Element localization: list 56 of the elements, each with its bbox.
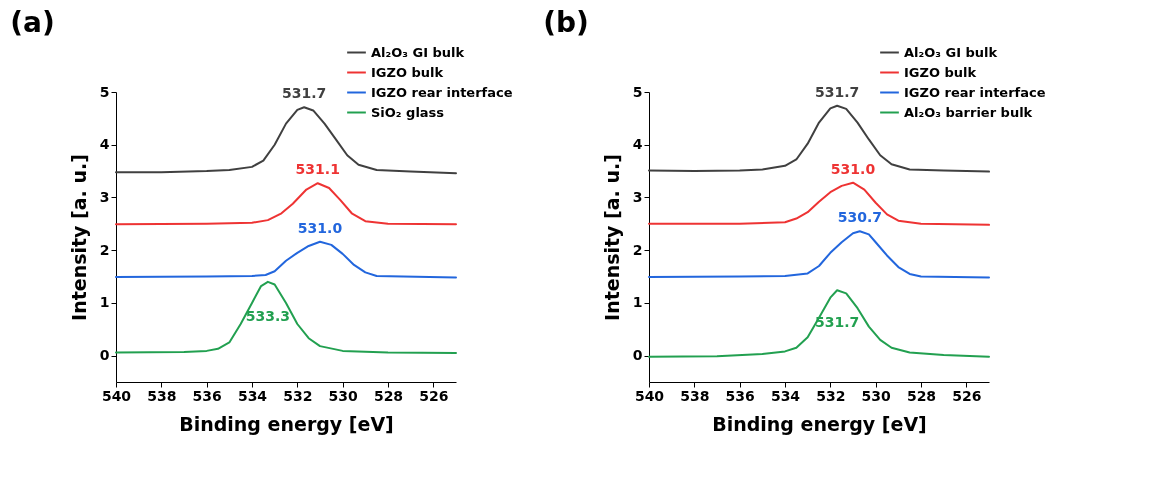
- annotation: 531.0: [297, 219, 343, 236]
- y-tick-label: 4: [632, 136, 643, 153]
- chart-title: (b): [543, 6, 589, 39]
- line-series: [115, 240, 457, 279]
- legend-label: Al₂O₃ GI bulk: [371, 44, 465, 60]
- annotation: 531.1: [295, 161, 340, 178]
- legend-label: IGZO rear interface: [904, 84, 1046, 100]
- x-axis-title: Binding energy [eV]: [179, 412, 394, 435]
- x-tick-label: 536: [192, 387, 222, 404]
- legend-label: IGZO bulk: [904, 64, 977, 80]
- legend-label: IGZO rear interface: [371, 84, 513, 100]
- annotation: 531.7: [281, 85, 327, 102]
- y-tick-label: 5: [99, 83, 110, 100]
- y-tick-label: 5: [632, 83, 643, 100]
- annotation: 530.7: [837, 209, 882, 226]
- x-tick-label: 528: [373, 387, 404, 404]
- annotation: 531.7: [814, 83, 860, 100]
- x-tick-label: 534: [237, 387, 268, 404]
- y-tick-label: 2: [99, 241, 110, 258]
- x-tick-label: 532: [283, 387, 313, 404]
- line-series: [648, 289, 990, 358]
- legend-label: Al₂O₃ GI bulk: [904, 44, 998, 60]
- y-tick-label: 0: [99, 347, 110, 364]
- line-series: [115, 280, 457, 354]
- x-tick-label: 538: [147, 387, 177, 404]
- legend-label: SiO₂ glass: [371, 104, 445, 120]
- legend-label: Al₂O₃ barrier bulk: [904, 104, 1033, 120]
- y-axis-title: Intensity [a. u.]: [600, 154, 623, 321]
- line-series: [648, 230, 990, 279]
- y-tick-label: 0: [632, 347, 643, 364]
- x-tick-label: 526: [952, 387, 982, 404]
- y-tick-label: 4: [99, 136, 110, 153]
- y-tick-label: 3: [632, 188, 643, 205]
- y-tick-label: 1: [632, 294, 643, 311]
- x-tick-label: 532: [816, 387, 846, 404]
- y-tick-label: 1: [99, 294, 110, 311]
- y-tick-label: 3: [99, 188, 110, 205]
- x-tick-label: 526: [419, 387, 449, 404]
- x-axis-title: Binding energy [eV]: [712, 412, 927, 435]
- x-tick-label: 530: [328, 387, 359, 404]
- annotation: 531.7: [814, 314, 860, 331]
- y-tick-label: 2: [632, 241, 643, 258]
- x-tick-label: 540: [634, 387, 665, 404]
- x-tick-label: 540: [101, 387, 132, 404]
- line-series: [648, 181, 990, 226]
- annotation: 533.3: [245, 308, 291, 325]
- legend-label: IGZO bulk: [371, 64, 444, 80]
- x-tick-label: 534: [770, 387, 801, 404]
- x-tick-label: 530: [861, 387, 892, 404]
- x-tick-label: 538: [680, 387, 710, 404]
- line-series: [115, 106, 457, 175]
- y-axis-title: Intensity [a. u.]: [67, 154, 90, 321]
- x-tick-label: 536: [725, 387, 755, 404]
- chart-title: (a): [10, 6, 55, 39]
- x-tick-label: 528: [906, 387, 937, 404]
- annotation: 531.0: [830, 160, 876, 177]
